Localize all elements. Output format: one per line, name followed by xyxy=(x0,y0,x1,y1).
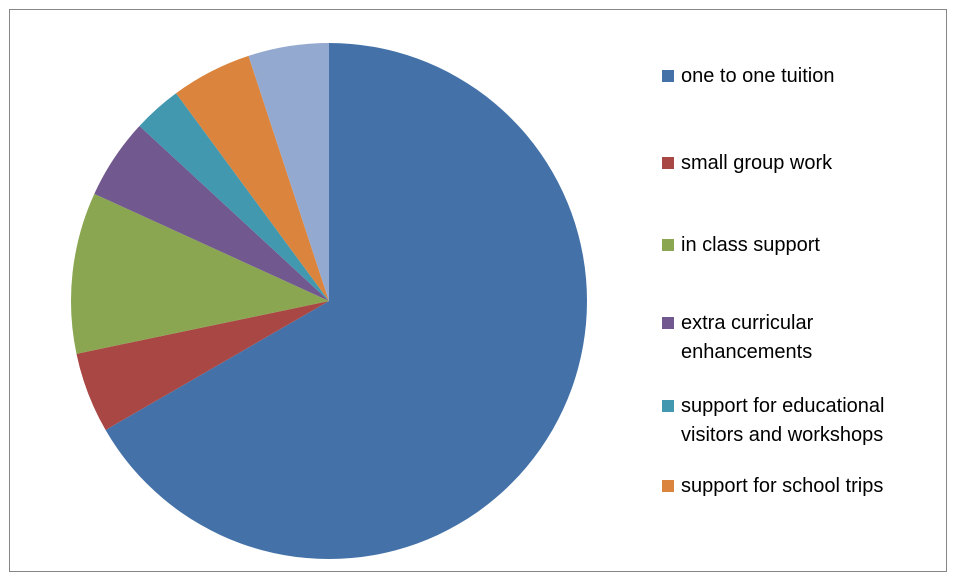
legend-swatch xyxy=(662,239,674,251)
pie-slice-5 xyxy=(176,55,329,301)
legend-label: one to one tuition xyxy=(681,65,835,87)
legend-swatch xyxy=(662,70,674,82)
legend-swatch xyxy=(662,400,674,412)
pie-slice-2 xyxy=(70,193,329,354)
pie-slice-3 xyxy=(94,125,329,301)
legend-swatch xyxy=(662,317,674,329)
legend-swatch xyxy=(662,157,674,169)
pie-slice-6 xyxy=(248,43,329,301)
legend-swatch xyxy=(662,480,674,492)
pie-slice-4 xyxy=(139,93,329,302)
legend-label: in class support xyxy=(681,234,820,256)
legend-label: extra curricular enhancements xyxy=(681,312,814,363)
legend-label: small group work xyxy=(681,152,833,174)
pie-slice-0 xyxy=(105,43,588,559)
legend-label: support for school trips xyxy=(681,475,884,497)
legend-label: support for educational visitors and wor… xyxy=(681,395,885,446)
pie-slice-1 xyxy=(76,301,329,430)
